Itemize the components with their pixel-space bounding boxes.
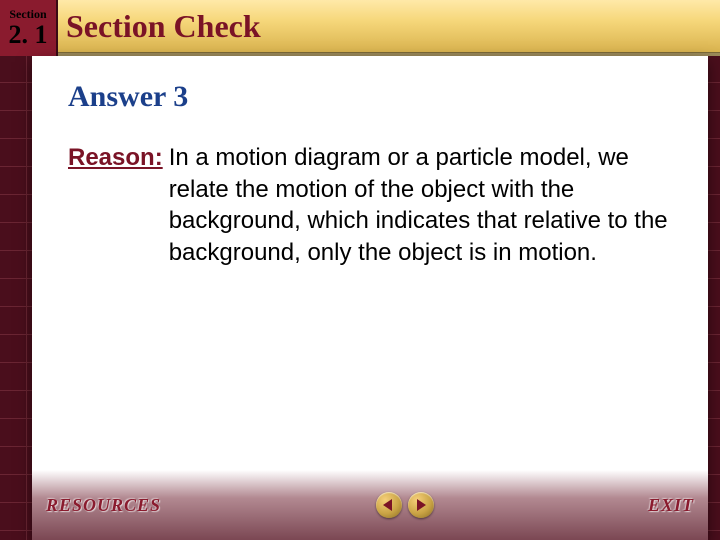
left-gutter bbox=[0, 56, 32, 540]
content-panel: Answer 3 Reason: In a motion diagram or … bbox=[32, 56, 708, 540]
right-gutter bbox=[708, 56, 720, 540]
reason-label: Reason: bbox=[68, 142, 163, 269]
header-title-bar: Section Check bbox=[58, 0, 720, 53]
chevron-left-icon bbox=[383, 499, 392, 511]
content-wrapper: Answer 3 Reason: In a motion diagram or … bbox=[0, 56, 720, 540]
footer-bar: RESOURCES EXIT bbox=[32, 480, 708, 530]
exit-button[interactable]: EXIT bbox=[648, 495, 694, 516]
prev-button[interactable] bbox=[376, 492, 402, 518]
slide: Section 2. 1 Section Check Answer 3 Reas… bbox=[0, 0, 720, 540]
section-label: Section bbox=[9, 8, 46, 20]
section-number: 2. 1 bbox=[9, 22, 48, 48]
reason-text: In a motion diagram or a particle model,… bbox=[163, 142, 672, 269]
next-button[interactable] bbox=[408, 492, 434, 518]
page-title: Section Check bbox=[66, 8, 261, 45]
answer-heading: Answer 3 bbox=[68, 80, 672, 114]
header-row: Section 2. 1 Section Check bbox=[0, 0, 720, 56]
resources-button[interactable]: RESOURCES bbox=[46, 495, 161, 516]
chevron-right-icon bbox=[417, 499, 426, 511]
nav-group bbox=[376, 492, 434, 518]
reason-block: Reason: In a motion diagram or a particl… bbox=[68, 142, 672, 269]
section-badge: Section 2. 1 bbox=[0, 0, 58, 56]
